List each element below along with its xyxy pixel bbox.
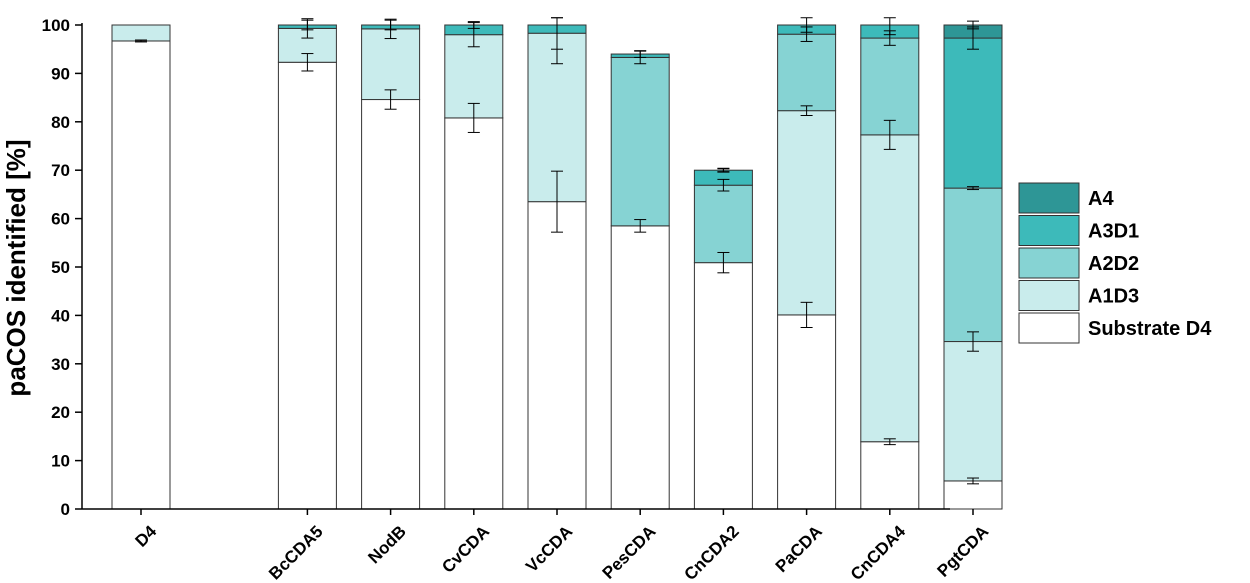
legend-swatch-a3d1 bbox=[1018, 215, 1080, 246]
legend-swatch-a1d3 bbox=[1018, 280, 1080, 311]
error-bar-bccda5-a3d1 bbox=[301, 19, 314, 31]
bar-d4-a1d3 bbox=[111, 24, 171, 42]
x-tick-label-vccda: VcCDA bbox=[522, 522, 576, 576]
x-tick-label-nodb: NodB bbox=[364, 522, 409, 567]
y-tick-label-30: 30 bbox=[51, 355, 70, 374]
x-tick-label-cvcda: CvCDA bbox=[438, 522, 493, 577]
error-bar-pacda-a3d1 bbox=[800, 17, 813, 33]
error-bar-nodb-substrate-d4 bbox=[384, 89, 397, 110]
bar-pacda-substrate-d4 bbox=[777, 314, 837, 510]
bar-pgtcda-a1d3 bbox=[943, 341, 1003, 482]
bar-nodb-substrate-d4 bbox=[361, 99, 421, 510]
error-bar-pescda-a3d1 bbox=[634, 50, 647, 58]
y-tick-label-10: 10 bbox=[51, 452, 70, 471]
y-axis: 0 10 20 30 40 50 60 70 80 90 100 bbox=[42, 16, 974, 519]
bar-pacda-a2d2 bbox=[777, 33, 837, 112]
x-tick-label-pgtcda: PgtCDA bbox=[933, 522, 992, 581]
bar-pescda-a2d2 bbox=[610, 56, 670, 227]
error-bar-cncda2-a2d2 bbox=[717, 178, 730, 192]
bar-bccda5-substrate-d4 bbox=[277, 61, 337, 510]
bars-layer bbox=[111, 24, 1003, 510]
x-tick-label-pescda: PesCDA bbox=[599, 522, 660, 583]
legend-label-a1d3: A1D3 bbox=[1088, 286, 1139, 308]
bar-pgtcda-substrate-d4 bbox=[943, 480, 1003, 510]
bar-pescda-substrate-d4 bbox=[610, 225, 670, 510]
bar-cncda2-a2d2 bbox=[693, 184, 753, 264]
y-tick-label-0: 0 bbox=[61, 500, 70, 519]
error-bars-layer bbox=[135, 17, 979, 485]
y-tick-label-60: 60 bbox=[51, 210, 70, 229]
x-tick-label-bccda5: BcCDA5 bbox=[265, 522, 327, 583]
error-bar-cncda2-substrate-d4 bbox=[717, 251, 730, 274]
error-bar-cncda2-a4 bbox=[717, 168, 730, 173]
bar-nodb-a1d3 bbox=[361, 28, 421, 101]
error-bar-bccda5-substrate-d4 bbox=[301, 53, 314, 72]
y-tick-label-70: 70 bbox=[51, 161, 70, 180]
legend-swatch-a2d2 bbox=[1018, 247, 1080, 279]
legend-label-a2d2: A2D2 bbox=[1088, 253, 1139, 275]
bar-cncda2-substrate-d4 bbox=[693, 262, 753, 510]
y-tick-label-80: 80 bbox=[51, 113, 70, 132]
error-bar-nodb-a3d1 bbox=[384, 19, 397, 31]
x-tick-label-d4: D4 bbox=[132, 521, 161, 550]
y-tick-label-50: 50 bbox=[51, 258, 70, 277]
legend-label-substrate-d4: Substrate D4 bbox=[1088, 318, 1212, 340]
error-bar-pescda-substrate-d4 bbox=[634, 219, 647, 233]
error-bar-vccda-substrate-d4 bbox=[551, 170, 563, 233]
error-bar-cvcda-a3d1 bbox=[467, 21, 480, 29]
legend: A4 A3D1 A2D2 A1D3 Substrate D4 bbox=[1018, 182, 1212, 344]
error-bar-cncda4-a3d1 bbox=[883, 17, 896, 36]
legend-label-a3d1: A3D1 bbox=[1088, 221, 1139, 243]
error-bar-pgtcda-substrate-d4 bbox=[967, 477, 979, 485]
y-tick-label-40: 40 bbox=[51, 306, 70, 325]
bar-d4-substrate-d4 bbox=[111, 40, 171, 510]
x-tick-label-cncda2: CnCDA2 bbox=[681, 522, 743, 583]
y-axis-title: paCOS identified [%] bbox=[1, 139, 31, 396]
error-bar-pacda-a1d3 bbox=[800, 105, 813, 117]
x-tick-label-pacda: PaCDA bbox=[772, 522, 826, 576]
error-bar-cncda4-substrate-d4 bbox=[883, 438, 896, 446]
legend-swatch-substrate-d4 bbox=[1018, 312, 1080, 344]
y-tick-label-100: 100 bbox=[42, 16, 70, 35]
bar-cncda4-substrate-d4 bbox=[860, 441, 920, 510]
y-tick-label-90: 90 bbox=[51, 64, 70, 83]
bar-cvcda-substrate-d4 bbox=[444, 117, 504, 510]
bar-pgtcda-a3d1 bbox=[943, 37, 1003, 189]
error-bar-cvcda-substrate-d4 bbox=[467, 102, 480, 133]
error-bar-pgtcda-a1d3 bbox=[967, 331, 979, 352]
y-tick-label-20: 20 bbox=[51, 403, 70, 422]
error-bar-cncda4-a1d3 bbox=[883, 119, 896, 150]
error-bar-pacda-substrate-d4 bbox=[800, 301, 813, 328]
bar-vccda-substrate-d4 bbox=[527, 201, 587, 510]
x-axis-labels: D4 BcCDA5 NodB CvCDA VcCDA PesCDA CnCDA2 PaCDA C… bbox=[132, 521, 993, 583]
bar-cncda4-a1d3 bbox=[860, 134, 920, 443]
x-tick-label-cncda4: CnCDA4 bbox=[847, 521, 910, 583]
error-bar-pgtcda-a2d2 bbox=[967, 186, 979, 191]
error-bar-vccda-a3d1 bbox=[551, 17, 563, 50]
bar-pgtcda-a2d2 bbox=[943, 187, 1003, 343]
error-bar-d4-substrate-d4 bbox=[135, 39, 147, 43]
error-bar-pgtcda-a4 bbox=[967, 20, 979, 30]
bar-pacda-a1d3 bbox=[777, 110, 837, 316]
legend-label-a4: A4 bbox=[1088, 188, 1114, 210]
legend-swatch-a4 bbox=[1018, 182, 1080, 214]
